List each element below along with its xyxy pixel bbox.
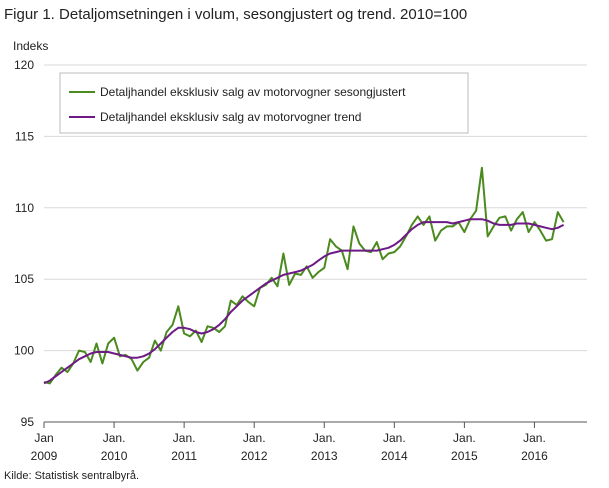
y-tick-label: 100: [14, 344, 34, 358]
x-tick-label: Jan.: [313, 431, 336, 445]
x-tick-label: Jan.: [383, 431, 406, 445]
x-tick-label-year: 2016: [521, 449, 548, 463]
legend-box: [59, 72, 469, 134]
x-tick-label-year: 2013: [311, 449, 338, 463]
x-tick-label: Jan.: [173, 431, 196, 445]
x-tick-label-year: 2009: [31, 449, 58, 463]
x-tick-label-year: 2014: [381, 449, 408, 463]
legend-label: Detaljhandel eksklusiv salg av motorvogn…: [100, 110, 361, 124]
x-tick-label: Jan: [34, 431, 53, 445]
x-tick-label: Jan.: [243, 431, 266, 445]
source-note: Kilde: Statistisk sentralbyrå.: [4, 470, 140, 482]
y-tick-labels: 95 100 105 110 115 120: [14, 58, 34, 429]
chart-title: Figur 1. Detaljomsetningen i volum, seso…: [4, 6, 468, 23]
y-tick-label: 120: [14, 58, 34, 72]
y-tick-label: 110: [15, 201, 34, 215]
y-axis-label: Indeks: [13, 39, 48, 53]
x-tick-label-year: 2010: [101, 449, 128, 463]
series-lines: [43, 166, 565, 385]
x-axis: Jan 2009 Jan. 2010 Jan. 2011 Jan. 2012 Jan. 2013 J…: [31, 422, 548, 463]
y-tick-label: 105: [14, 272, 34, 286]
legend-label: Detaljhandel eksklusiv salg av motorvogn…: [100, 85, 406, 99]
x-tick-label-year: 2015: [451, 449, 478, 463]
x-tick-label: Jan.: [523, 431, 546, 445]
legend: Detaljhandel eksklusiv salg av motorvogn…: [59, 72, 469, 134]
y-tick-label: 95: [21, 415, 35, 429]
x-tick-label-year: 2012: [241, 449, 268, 463]
x-tick-label: Jan.: [103, 431, 126, 445]
grid-lines: [44, 64, 587, 423]
y-tick-label: 115: [15, 129, 34, 143]
x-tick-label: Jan.: [453, 431, 476, 445]
series-line-trend: [43, 218, 565, 385]
x-tick-label-year: 2011: [171, 449, 197, 463]
